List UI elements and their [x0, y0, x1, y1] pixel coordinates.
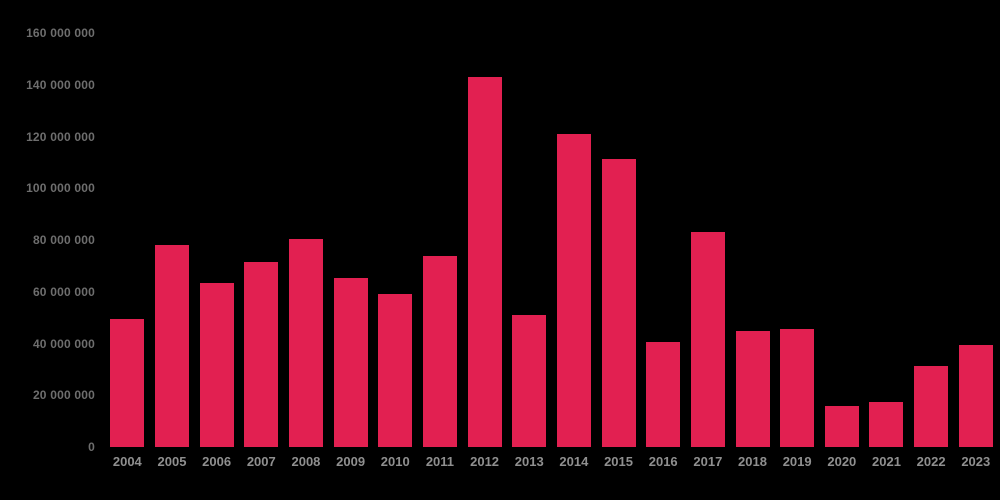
- x-tick-label: 2004: [112, 454, 142, 469]
- bar-2006[interactable]: [199, 282, 234, 447]
- bar-cell: [105, 33, 150, 447]
- x-tick-label: 2008: [291, 454, 321, 469]
- bar-2020[interactable]: [824, 405, 859, 447]
- bar-2009[interactable]: [333, 277, 368, 447]
- bar-cell: [686, 33, 731, 447]
- y-tick-label: 20 000 000: [32, 388, 95, 403]
- bar-2015[interactable]: [601, 158, 636, 447]
- bar-cell: [641, 33, 686, 447]
- y-tick-label: 160 000 000: [26, 26, 95, 40]
- x-tick-label: 2019: [782, 454, 812, 469]
- x-tick-label: 2010: [380, 454, 410, 469]
- bar-2018[interactable]: [735, 330, 770, 447]
- x-tick-label: 2006: [202, 454, 232, 469]
- x-tick-label: 2009: [336, 454, 366, 469]
- bar-2019[interactable]: [780, 328, 815, 447]
- y-tick-label: 100 000 000: [26, 181, 95, 196]
- bar-2008[interactable]: [288, 238, 323, 447]
- x-tick-label: 2023: [961, 454, 991, 469]
- bar-2004[interactable]: [110, 318, 145, 447]
- bar-cell: [864, 33, 909, 447]
- bar-2023[interactable]: [958, 344, 993, 447]
- bar-2011[interactable]: [422, 255, 457, 447]
- x-tick-label: 2016: [648, 454, 678, 469]
- bar-cell: [328, 33, 373, 447]
- x-tick-label: 2011: [425, 454, 455, 469]
- y-tick-label: 40 000 000: [32, 336, 95, 351]
- bar-cell: [552, 33, 597, 447]
- x-axis: 2004 2005 2006 2007 2008 2009 2010 2011 2012 2013…: [105, 454, 998, 469]
- bar-2007[interactable]: [244, 262, 279, 447]
- y-axis: 0 20 000 000 40 000 000 60 000 000 80 000 00…: [0, 0, 95, 500]
- bar-2010[interactable]: [378, 294, 413, 447]
- bar-2013[interactable]: [512, 315, 547, 447]
- y-tick-label: 60 000 000: [32, 284, 95, 299]
- bar-cell: [775, 33, 820, 447]
- y-tick-label: 120 000 000: [26, 129, 95, 144]
- x-tick-label: 2018: [738, 454, 767, 469]
- x-tick-label: 2013: [514, 454, 544, 469]
- x-tick-label: 2015: [604, 454, 633, 469]
- bar-cell: [953, 33, 998, 447]
- x-tick-label: 2022: [916, 454, 946, 469]
- y-tick-label: 140 000 000: [26, 77, 95, 92]
- bar-cell: [150, 33, 195, 447]
- x-tick-label: 2020: [827, 454, 857, 469]
- bar-cell: [462, 33, 507, 447]
- bar-2005[interactable]: [154, 245, 189, 447]
- bar-cell: [418, 33, 463, 447]
- bar-2012[interactable]: [467, 77, 502, 447]
- x-tick-label: 2014: [559, 454, 589, 469]
- bar-2017[interactable]: [690, 232, 725, 447]
- plot-area: [105, 33, 998, 447]
- bar-cell: [820, 33, 865, 447]
- bar-cell: [284, 33, 329, 447]
- x-tick-label: 2012: [470, 454, 500, 469]
- bar-2021[interactable]: [869, 401, 904, 447]
- bar-cell: [507, 33, 552, 447]
- x-tick-label: 2017: [693, 454, 723, 469]
- bar-2014[interactable]: [556, 133, 591, 447]
- bar-cell: [194, 33, 239, 447]
- bar-cell: [239, 33, 284, 447]
- bar-cell: [730, 33, 775, 447]
- y-tick-label: 0: [88, 440, 95, 454]
- x-tick-label: 2007: [246, 454, 276, 469]
- x-tick-label: 2021: [872, 454, 901, 469]
- bar-2022[interactable]: [914, 365, 949, 447]
- bar-cell: [596, 33, 641, 447]
- bar-2016[interactable]: [646, 342, 681, 447]
- y-tick-label: 80 000 000: [32, 233, 95, 247]
- bar-cell: [373, 33, 418, 447]
- bar-cell: [909, 33, 954, 447]
- x-tick-label: 2005: [157, 454, 187, 469]
